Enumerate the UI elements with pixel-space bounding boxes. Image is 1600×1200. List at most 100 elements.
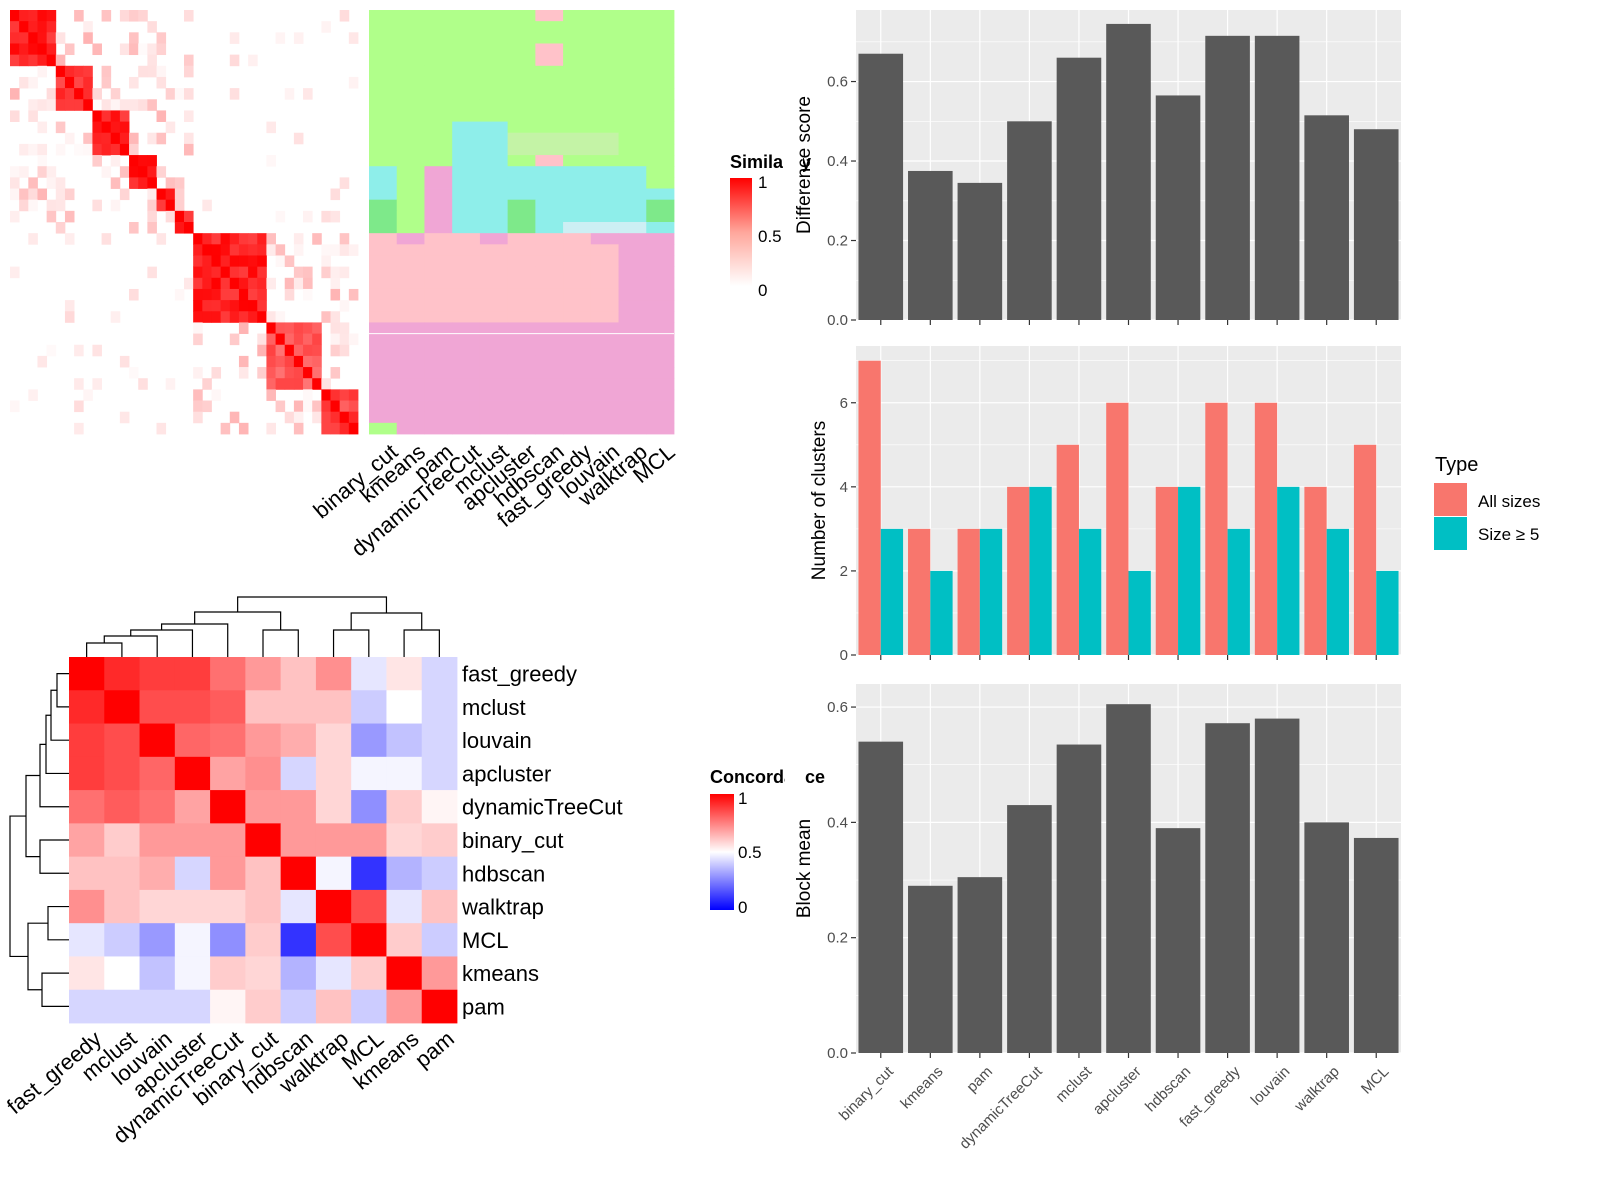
assignment-cell xyxy=(424,10,453,22)
assignment-cell xyxy=(369,110,398,122)
heatmap-cell xyxy=(110,121,121,134)
heatmap-cell xyxy=(238,355,249,368)
heatmap-cell xyxy=(312,355,322,368)
heatmap-cell xyxy=(303,210,313,223)
assignment-cell xyxy=(507,43,536,56)
heatmap-cell xyxy=(193,233,203,245)
assignment-cell xyxy=(369,210,398,223)
bar xyxy=(908,170,953,320)
concordance-cell xyxy=(104,756,140,791)
assignment-cell xyxy=(646,322,675,334)
assignment-cell xyxy=(452,43,481,56)
assignment-cell xyxy=(590,333,619,346)
assignment-cell xyxy=(590,188,619,201)
assignment-cell xyxy=(535,199,564,212)
assignment-cell xyxy=(646,199,675,212)
assignment-cell xyxy=(590,411,619,424)
heatmap-cell xyxy=(184,277,194,290)
assignment-cell xyxy=(563,255,592,268)
assignment-cell xyxy=(618,266,647,279)
heatmap-cell xyxy=(156,32,167,44)
assignment-cell xyxy=(507,400,536,413)
assignment-cell xyxy=(396,32,425,44)
heatmap-cell xyxy=(37,166,48,178)
heatmap-cell xyxy=(92,199,102,212)
assignment-cell xyxy=(396,400,425,413)
concordance-cell xyxy=(280,889,317,924)
dendrogram-branch xyxy=(56,673,69,708)
heatmap-cell xyxy=(248,300,258,312)
heatmap-cell xyxy=(339,233,350,245)
heatmap-cell xyxy=(92,88,102,100)
heatmap-cell xyxy=(339,422,350,435)
heatmap-cell xyxy=(330,266,341,279)
heatmap-cell xyxy=(174,88,185,100)
heatmap-cell xyxy=(83,143,93,156)
x-tick-label: louvain xyxy=(1248,1063,1294,1109)
bar xyxy=(1106,402,1129,655)
dendrogram-branch xyxy=(160,623,229,657)
row-label: pam xyxy=(462,994,505,1019)
heatmap-cell xyxy=(92,143,102,156)
assignment-cell xyxy=(563,110,592,122)
concordance-cell xyxy=(104,723,140,758)
assignment-cell xyxy=(618,188,647,201)
assignment-cell xyxy=(452,99,481,111)
heatmap-cell xyxy=(339,10,350,22)
y-tick-label: 0.6 xyxy=(827,74,848,91)
dendrogram-branch xyxy=(237,596,388,613)
heatmap-cell xyxy=(202,244,212,256)
heatmap-cell xyxy=(266,378,276,390)
heatmap-cell xyxy=(348,333,359,346)
concordance-cell xyxy=(174,989,211,1024)
assignment-cell xyxy=(424,76,453,89)
assignment-cell xyxy=(646,32,675,44)
assignment-cell xyxy=(590,367,619,379)
heatmap-cell xyxy=(193,300,203,312)
heatmap-cell xyxy=(348,32,359,44)
heatmap-cell xyxy=(293,233,304,245)
concordance-cell xyxy=(280,823,317,858)
concordance-cell xyxy=(139,657,176,691)
y-tick-label: 6 xyxy=(840,395,848,412)
assignment-cell xyxy=(369,65,398,78)
bar xyxy=(957,877,1003,1053)
y-axis-label: Block mean xyxy=(794,819,815,918)
heatmap-cell xyxy=(321,400,331,413)
row-label: walktrap xyxy=(461,895,544,920)
assignment-cell xyxy=(369,266,398,279)
heatmap-cell xyxy=(303,367,313,379)
assignment-cell xyxy=(452,199,481,212)
heatmap-cell xyxy=(211,255,222,268)
assignment-cell xyxy=(590,389,619,401)
assignment-cell xyxy=(646,422,675,435)
bar xyxy=(858,53,904,320)
legend-title: Type xyxy=(1435,454,1478,476)
heatmap-cell xyxy=(293,367,304,379)
assignment-cell xyxy=(590,10,619,22)
assignment-cell xyxy=(369,166,398,178)
assignment-cell xyxy=(424,255,453,268)
heatmap-cell xyxy=(156,110,167,122)
concordance-cell xyxy=(351,723,387,758)
assignment-cell xyxy=(452,400,481,413)
heatmap-cell xyxy=(202,277,212,290)
assignment-cell xyxy=(507,244,536,256)
concordance-cell xyxy=(174,756,211,791)
assignment-cell xyxy=(563,400,592,413)
assignment-cell xyxy=(452,411,481,424)
heatmap-cell xyxy=(55,76,66,89)
assignment-cell xyxy=(563,300,592,312)
assignment-cell xyxy=(535,311,564,323)
assignment-cell xyxy=(369,10,398,22)
assignment-cell xyxy=(646,300,675,312)
bar xyxy=(1353,129,1399,320)
heatmap-cell xyxy=(202,266,212,279)
heatmap-cell xyxy=(220,233,231,245)
heatmap-cell xyxy=(74,88,84,100)
heatmap-cell xyxy=(119,188,130,201)
row-label: kmeans xyxy=(462,961,539,986)
concordance-cell xyxy=(210,756,246,791)
assignment-cell xyxy=(563,188,592,201)
heatmap-cell xyxy=(156,233,167,245)
